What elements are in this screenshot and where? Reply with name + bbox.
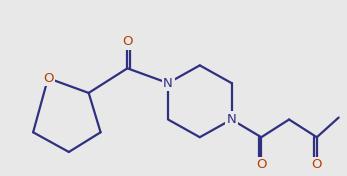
Text: O: O — [312, 158, 322, 171]
Text: O: O — [256, 158, 266, 171]
Text: O: O — [43, 72, 53, 85]
Text: N: N — [163, 77, 173, 90]
Text: O: O — [122, 35, 133, 48]
Text: N: N — [227, 113, 236, 126]
